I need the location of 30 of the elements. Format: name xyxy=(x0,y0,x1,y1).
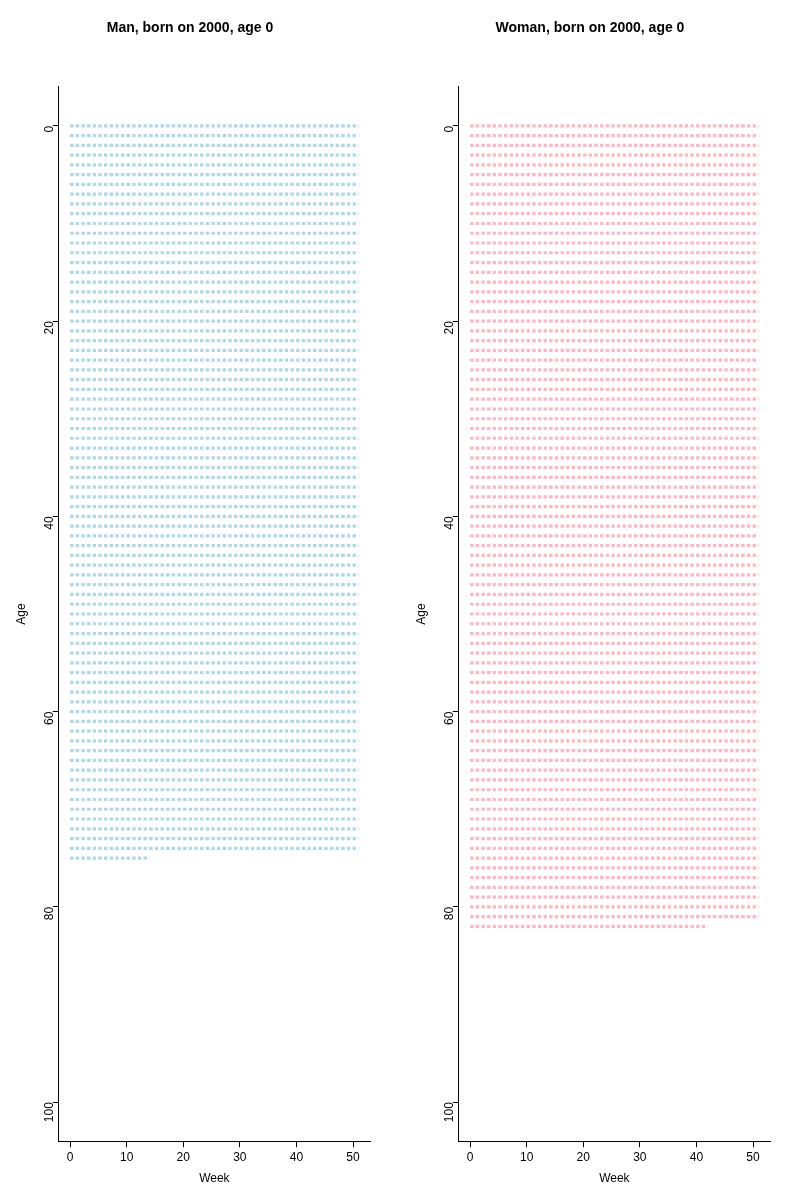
y-tick-label: 100 xyxy=(42,1101,57,1123)
x-tick-label: 10 xyxy=(120,1149,134,1164)
x-tick-label: 30 xyxy=(633,1149,647,1164)
y-tick-label: 0 xyxy=(42,125,57,133)
y-tick-label: 80 xyxy=(442,906,457,921)
y-axis-title: Age xyxy=(13,603,28,625)
x-tick-label: 50 xyxy=(746,1149,761,1164)
x-axis-title: Week xyxy=(599,1171,631,1186)
y-tick-label: 20 xyxy=(442,320,457,335)
x-tick-label: 20 xyxy=(576,1149,591,1164)
y-tick-label: 60 xyxy=(442,711,457,725)
chart-title: Man, born on 2000, age 0 xyxy=(106,19,274,36)
x-tick-label: 40 xyxy=(689,1149,704,1164)
x-tick-label: 30 xyxy=(233,1149,247,1164)
y-tick-label: 40 xyxy=(442,516,457,530)
x-tick-label: 0 xyxy=(66,1149,74,1164)
y-tick-label: 60 xyxy=(42,711,57,725)
y-tick-label: 40 xyxy=(42,516,57,530)
y-tick-label: 20 xyxy=(42,320,57,335)
y-tick-label: 80 xyxy=(42,906,57,921)
y-tick-label: 0 xyxy=(442,125,457,133)
x-tick-label: 10 xyxy=(520,1149,534,1164)
y-tick-label: 100 xyxy=(442,1101,457,1123)
x-tick-label: 50 xyxy=(346,1149,361,1164)
x-tick-label: 40 xyxy=(289,1149,304,1164)
x-tick-label: 20 xyxy=(176,1149,191,1164)
x-axis-title: Week xyxy=(199,1171,231,1186)
x-tick-label: 0 xyxy=(466,1149,474,1164)
y-axis-title: Age xyxy=(413,603,428,625)
chart-title: Woman, born on 2000, age 0 xyxy=(495,19,685,36)
